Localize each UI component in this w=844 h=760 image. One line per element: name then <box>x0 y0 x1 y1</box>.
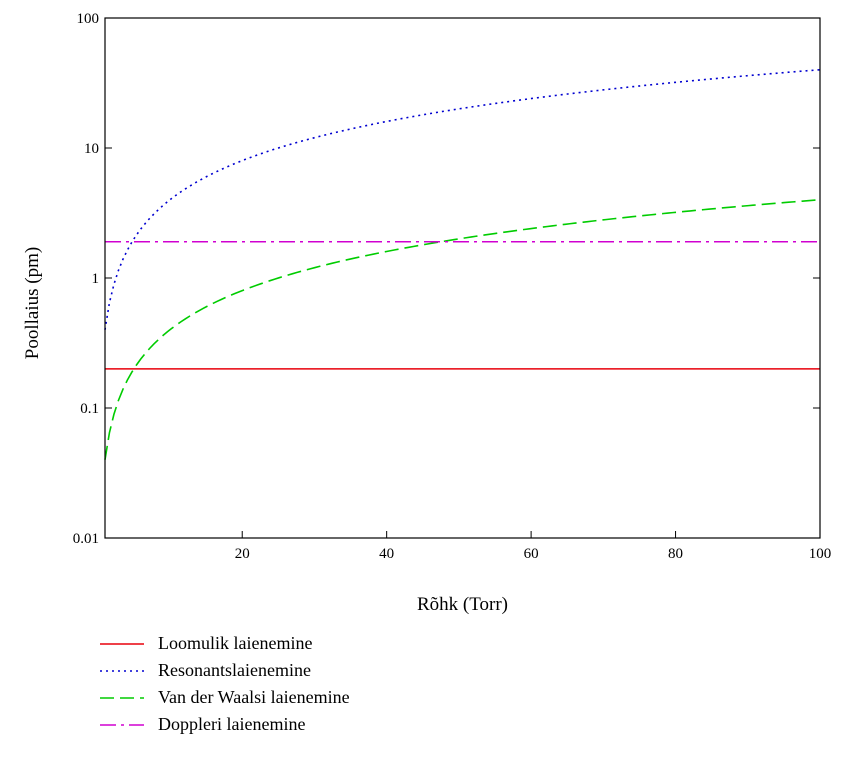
y-tick-label: 100 <box>77 11 100 27</box>
x-axis-label: Rõhk (Torr) <box>417 594 508 615</box>
legend-label: Doppleri laienemine <box>158 714 306 734</box>
y-tick-label: 0.01 <box>73 531 99 547</box>
x-tick-label: 40 <box>379 546 394 562</box>
x-tick-label: 20 <box>235 546 250 562</box>
x-tick-label: 100 <box>809 546 832 562</box>
chart: 20 40 60 80 100 0.01 0.1 1 10 100 Rõhk (Torr) Poo… <box>22 11 832 615</box>
y-tick-label: 0.1 <box>80 401 99 417</box>
series-layer <box>104 68 821 460</box>
y-tick-label: 10 <box>84 141 99 157</box>
legend: Loomulik laienemine Resonantslaienemine Va… <box>100 630 350 738</box>
series-line-1 <box>104 68 821 330</box>
legend-label: Van der Waalsi laienemine <box>158 687 350 707</box>
y-tick-label: 1 <box>92 271 100 287</box>
x-tick-label: 80 <box>668 546 683 562</box>
legend-item: Van der Waalsi laienemine <box>100 684 350 711</box>
legend-swatch <box>100 696 144 699</box>
legend-label: Resonantslaienemine <box>158 660 311 680</box>
legend-item: Doppleri laienemine <box>100 711 350 738</box>
x-tick-label: 60 <box>524 546 539 562</box>
plot-frame <box>104 17 821 539</box>
legend-swatch <box>100 642 144 645</box>
legend-swatch <box>100 723 144 726</box>
y-axis-label: Poollaius (pm) <box>22 247 43 359</box>
tick-layer: 20 40 60 80 100 0.01 0.1 1 10 100 <box>73 11 832 562</box>
legend-swatch <box>100 669 144 672</box>
legend-label: Loomulik laienemine <box>158 633 313 653</box>
series-line-2 <box>104 198 821 460</box>
legend-item: Resonantslaienemine <box>100 657 350 684</box>
legend-item: Loomulik laienemine <box>100 630 350 657</box>
